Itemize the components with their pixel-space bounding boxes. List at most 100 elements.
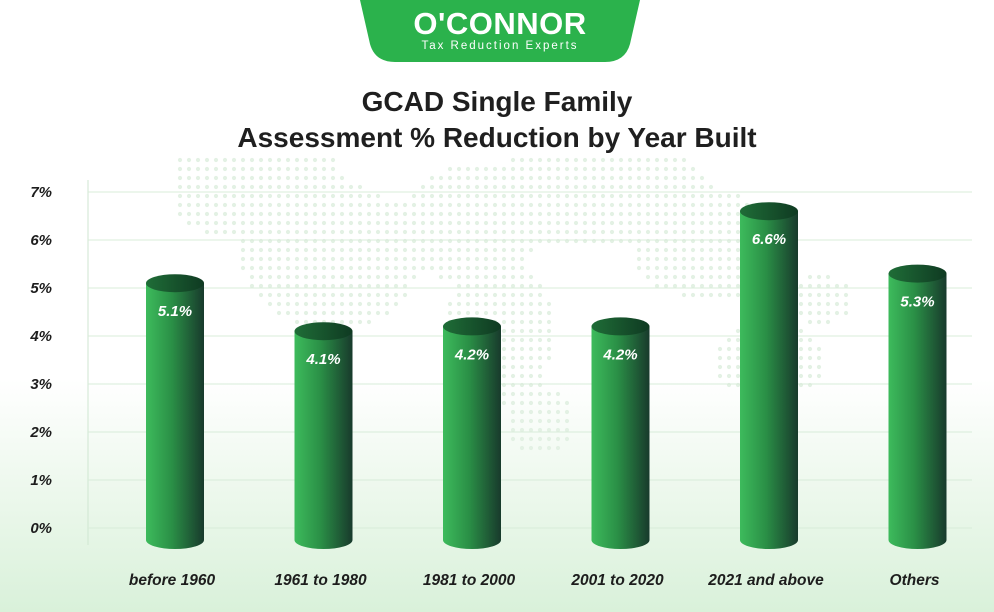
map-dot <box>501 247 507 253</box>
map-dot <box>690 211 696 217</box>
map-dot <box>348 211 354 217</box>
map-dot <box>591 166 597 172</box>
map-dot <box>339 184 345 190</box>
map-dot <box>519 211 525 217</box>
map-dot <box>339 229 345 235</box>
map-dot <box>672 175 678 181</box>
map-dot <box>195 184 201 190</box>
map-dot <box>285 247 291 253</box>
map-dot <box>321 166 327 172</box>
map-dot <box>591 211 597 217</box>
map-dot <box>258 157 264 163</box>
map-dot <box>681 211 687 217</box>
map-dot <box>735 373 741 379</box>
map-dot <box>609 211 615 217</box>
map-dot <box>510 247 516 253</box>
map-dot <box>717 247 723 253</box>
map-dot <box>249 157 255 163</box>
map-dot <box>204 184 210 190</box>
map-dot <box>348 292 354 298</box>
map-dot <box>393 265 399 271</box>
map-dot <box>312 247 318 253</box>
map-dot <box>267 175 273 181</box>
map-dot <box>222 193 228 199</box>
map-dot <box>510 265 516 271</box>
map-dot <box>735 265 741 271</box>
map-dot <box>672 256 678 262</box>
map-dot <box>519 193 525 199</box>
map-dot <box>303 157 309 163</box>
map-dot <box>312 310 318 316</box>
map-dot <box>735 256 741 262</box>
map-dot <box>546 391 552 397</box>
map-dot <box>483 193 489 199</box>
map-dot <box>726 256 732 262</box>
map-dot <box>528 427 534 433</box>
map-dot <box>393 274 399 280</box>
map-dot <box>537 166 543 172</box>
map-dot <box>537 445 543 451</box>
map-dot <box>537 346 543 352</box>
map-dot <box>348 247 354 253</box>
bar <box>443 317 501 549</box>
map-dot <box>528 409 534 415</box>
map-dot <box>276 184 282 190</box>
map-dot <box>186 157 192 163</box>
map-dot <box>528 355 534 361</box>
map-dot <box>528 319 534 325</box>
map-dot <box>510 436 516 442</box>
map-dot <box>474 202 480 208</box>
map-dot <box>699 175 705 181</box>
map-dot <box>249 274 255 280</box>
map-dot <box>528 373 534 379</box>
map-dot <box>384 265 390 271</box>
map-dot <box>528 193 534 199</box>
map-dot <box>645 166 651 172</box>
map-dot <box>186 175 192 181</box>
map-dot <box>627 157 633 163</box>
map-dot <box>312 211 318 217</box>
map-dot <box>474 256 480 262</box>
map-dot <box>213 184 219 190</box>
map-dot <box>177 157 183 163</box>
map-dot <box>411 211 417 217</box>
map-dot <box>276 202 282 208</box>
map-dot <box>321 202 327 208</box>
map-dot <box>501 391 507 397</box>
map-dot <box>267 283 273 289</box>
map-dot <box>294 274 300 280</box>
map-dot <box>348 274 354 280</box>
map-dot <box>465 211 471 217</box>
map-dot <box>456 274 462 280</box>
map-dot <box>636 211 642 217</box>
map-dot <box>501 229 507 235</box>
map-dot <box>231 193 237 199</box>
map-dot <box>519 292 525 298</box>
map-dot <box>465 247 471 253</box>
map-dot <box>726 337 732 343</box>
map-dot <box>249 220 255 226</box>
map-dot <box>438 184 444 190</box>
map-dot <box>537 400 543 406</box>
map-dot <box>726 283 732 289</box>
map-dot <box>609 193 615 199</box>
map-dot <box>735 193 741 199</box>
map-dot <box>609 202 615 208</box>
map-dot <box>672 247 678 253</box>
map-dot <box>717 283 723 289</box>
map-dot <box>276 157 282 163</box>
map-dot <box>312 175 318 181</box>
map-dot <box>699 202 705 208</box>
map-dot <box>285 274 291 280</box>
map-dot <box>654 202 660 208</box>
map-dot <box>195 157 201 163</box>
map-dot <box>528 247 534 253</box>
map-dot <box>690 166 696 172</box>
map-dot <box>249 166 255 172</box>
map-dot <box>582 175 588 181</box>
map-dot <box>690 247 696 253</box>
map-dot <box>510 157 516 163</box>
map-dot <box>339 202 345 208</box>
map-dot <box>249 256 255 262</box>
map-dot <box>636 229 642 235</box>
